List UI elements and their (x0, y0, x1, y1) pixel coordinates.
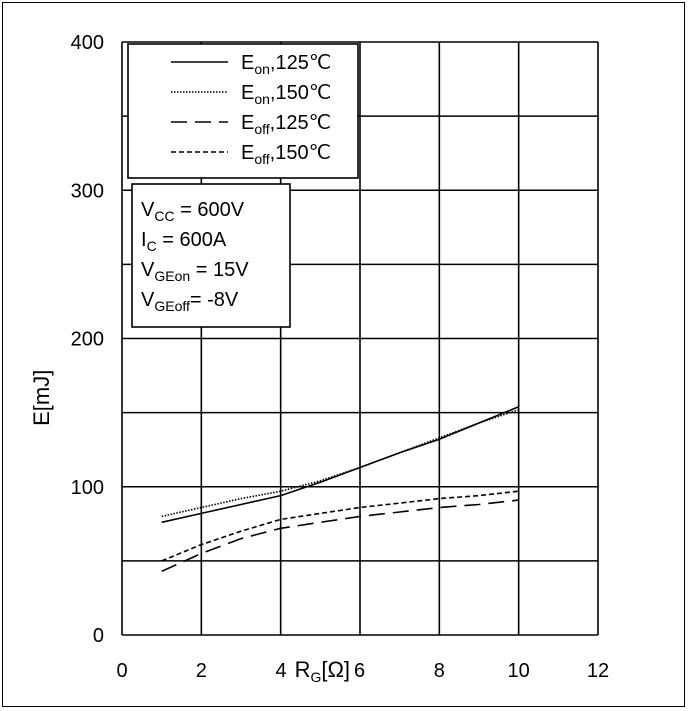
x-tick-label: 10 (508, 660, 530, 682)
y-tick-label: 100 (71, 477, 104, 499)
series-line (161, 490, 519, 562)
y-tick-label: 300 (71, 180, 104, 202)
x-tick-label: 8 (434, 660, 445, 682)
x-tick-label: 6 (354, 660, 365, 682)
legend-entry-label: Eon,125℃ (241, 52, 331, 77)
condition-line: IC = 600A (141, 229, 227, 254)
condition-line: VGEoff= -8V (141, 289, 239, 314)
legend-box (127, 43, 359, 179)
x-tick-label: 4 (276, 660, 287, 682)
y-tick-label: 400 (71, 32, 104, 54)
conditions-box: VCC = 600V IC = 600A VGEon = 15V VGEoff= -8… (131, 183, 291, 328)
legend: Eon,125℃ Eon,150℃ Eoff,125℃ Eoff,150℃ (127, 43, 359, 179)
series-line (161, 408, 519, 518)
conditions-frame (131, 183, 291, 328)
condition-line: VCC = 600V (141, 199, 245, 224)
y-tick-label: 0 (93, 625, 104, 647)
y-tick-label: 200 (71, 329, 104, 351)
condition-line: VGEon = 15V (141, 259, 249, 284)
x-tick-label: 0 (116, 660, 127, 682)
x-tick-label: 2 (196, 660, 207, 682)
legend-entry-label: Eoff,125℃ (241, 112, 331, 137)
x-tick-label: 12 (587, 660, 609, 682)
y-axis-label: E[mJ] (29, 370, 54, 426)
x-axis-label: RG[Ω] (295, 657, 350, 685)
legend-entry-label: Eoff,150℃ (241, 142, 331, 167)
legend-entry-label: Eon,150℃ (241, 82, 331, 107)
